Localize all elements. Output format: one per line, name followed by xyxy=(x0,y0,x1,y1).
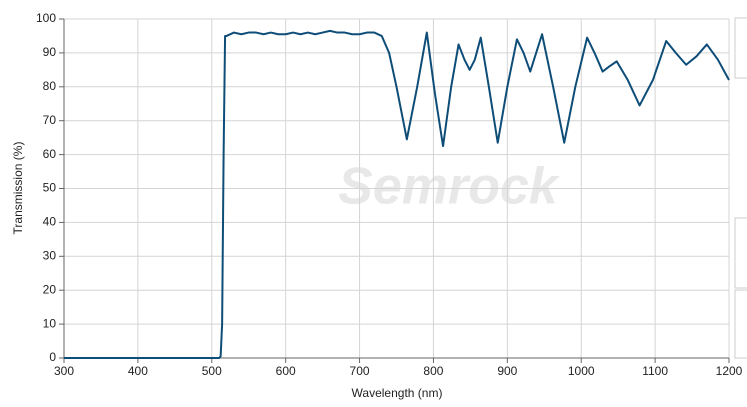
watermark: Semrock xyxy=(338,158,561,216)
side-panel xyxy=(734,17,747,79)
y-axis-label: Transmission (%) xyxy=(11,142,25,235)
side-panel xyxy=(734,289,747,359)
y-tick-label: 70 xyxy=(43,113,57,127)
y-tick-label: 40 xyxy=(43,215,57,229)
x-tick-label: 700 xyxy=(350,364,370,378)
x-tick-label: 800 xyxy=(423,364,443,378)
x-tick-label: 600 xyxy=(276,364,296,378)
y-tick-label: 30 xyxy=(43,248,57,262)
y-tick-label: 90 xyxy=(43,45,57,59)
x-axis-label: Wavelength (nm) xyxy=(352,386,443,400)
x-tick-label: 1000 xyxy=(568,364,595,378)
y-tick-label: 100 xyxy=(36,11,56,25)
x-tick-label: 1100 xyxy=(642,364,668,378)
x-tick-label: 300 xyxy=(54,364,74,378)
y-tick-label: 50 xyxy=(43,181,57,195)
y-tick-label: 0 xyxy=(49,350,56,364)
x-tick-label: 900 xyxy=(497,364,517,378)
x-tick-label: 400 xyxy=(128,364,148,378)
side-panel xyxy=(734,217,747,289)
y-tick-label: 80 xyxy=(43,79,57,93)
data-line xyxy=(64,29,730,359)
x-tick-label: 1200 xyxy=(716,364,743,378)
y-tick-label: 20 xyxy=(43,282,57,296)
y-tick-label: 10 xyxy=(43,316,57,330)
x-tick-label: 500 xyxy=(202,364,222,378)
y-tick-label: 60 xyxy=(43,147,57,161)
